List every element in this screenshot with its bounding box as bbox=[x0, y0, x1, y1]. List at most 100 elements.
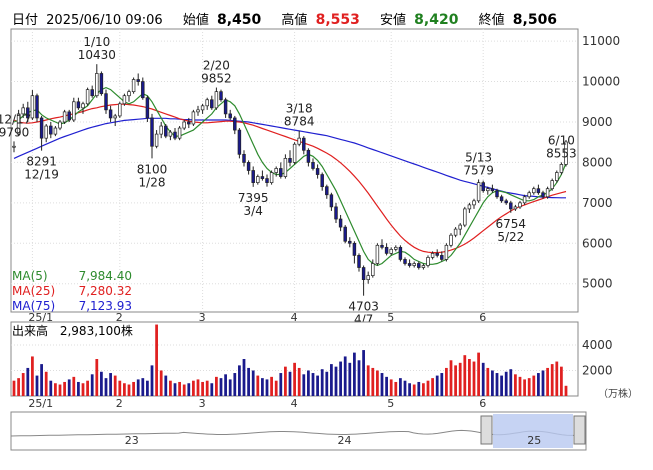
open-value: 8,450 bbox=[216, 12, 262, 28]
candle-body bbox=[338, 218, 343, 228]
candle-body bbox=[490, 188, 495, 192]
volume-bar bbox=[422, 383, 425, 396]
volume-bar bbox=[560, 366, 563, 396]
volume-bar bbox=[426, 380, 430, 396]
volume-bar bbox=[417, 381, 421, 396]
candle bbox=[62, 109, 67, 125]
high-annotation-value: 8553 bbox=[546, 146, 577, 160]
volume-bar bbox=[104, 378, 108, 396]
volume-bar bbox=[486, 367, 490, 396]
candle-body bbox=[297, 137, 301, 145]
candle bbox=[329, 192, 334, 211]
volume-bar bbox=[403, 380, 407, 396]
candle-body bbox=[453, 228, 458, 236]
volume-bar bbox=[35, 375, 39, 396]
candle bbox=[467, 202, 472, 213]
candle bbox=[164, 124, 168, 139]
candle-body bbox=[306, 149, 311, 163]
volume-bar bbox=[284, 366, 287, 396]
candle-body bbox=[348, 240, 352, 244]
candle bbox=[214, 87, 219, 110]
volume-bar bbox=[136, 379, 140, 396]
candle bbox=[141, 77, 145, 100]
volume-bar bbox=[49, 380, 53, 396]
candle bbox=[302, 136, 306, 155]
candle bbox=[472, 198, 476, 209]
candle-body bbox=[62, 111, 67, 123]
volume-bar bbox=[366, 365, 370, 396]
high-annotation-value: 10430 bbox=[78, 48, 116, 62]
candle bbox=[168, 130, 173, 141]
volume-bar bbox=[454, 365, 457, 396]
candle bbox=[210, 95, 214, 110]
candle bbox=[444, 243, 449, 262]
navigator-left-handle[interactable] bbox=[480, 415, 493, 445]
candle bbox=[104, 89, 108, 114]
x-tick-label: 2 bbox=[116, 311, 123, 324]
candle bbox=[53, 126, 58, 137]
candle-body bbox=[177, 127, 182, 139]
volume-bar bbox=[440, 373, 444, 396]
volume-bar bbox=[210, 383, 214, 396]
volume-bar bbox=[445, 367, 448, 396]
candle bbox=[509, 200, 513, 213]
candle bbox=[108, 105, 113, 122]
candle bbox=[85, 87, 90, 106]
candle bbox=[95, 64, 99, 98]
candle-body bbox=[371, 263, 375, 276]
price-tick-label: 9000 bbox=[582, 115, 613, 129]
volume-bar bbox=[238, 365, 241, 396]
candle bbox=[490, 184, 495, 193]
candle bbox=[35, 93, 39, 122]
candle-body bbox=[472, 200, 476, 206]
volume-bar bbox=[40, 364, 43, 396]
volume-bar bbox=[224, 374, 227, 396]
candle-body bbox=[260, 176, 265, 179]
volume-bar bbox=[541, 370, 545, 396]
volume-bar bbox=[564, 385, 568, 396]
candle-body bbox=[223, 99, 228, 115]
volume-bar bbox=[233, 373, 237, 396]
candle-body bbox=[334, 206, 338, 220]
volume-bar bbox=[187, 383, 191, 396]
volume-bar bbox=[495, 373, 499, 396]
volume-bar bbox=[215, 376, 218, 396]
navigator-right-handle[interactable] bbox=[573, 415, 586, 445]
candle-body bbox=[315, 168, 320, 175]
candle bbox=[412, 261, 416, 268]
candle-body bbox=[214, 91, 219, 109]
candle bbox=[21, 103, 25, 118]
candle-body bbox=[283, 158, 288, 177]
candle-body bbox=[145, 97, 150, 119]
candle-body bbox=[141, 81, 145, 99]
volume-bar bbox=[297, 367, 301, 396]
candle-body bbox=[279, 168, 283, 177]
volume-bar bbox=[201, 381, 204, 396]
candle bbox=[495, 188, 499, 199]
volume-bar bbox=[302, 374, 306, 396]
candle-body bbox=[168, 131, 173, 137]
candle bbox=[541, 190, 545, 199]
candle bbox=[449, 233, 453, 248]
candle bbox=[269, 170, 274, 185]
candle-body bbox=[196, 109, 200, 113]
candle bbox=[288, 150, 292, 167]
volume-bar bbox=[537, 373, 540, 396]
volume-bar bbox=[72, 376, 76, 396]
candle bbox=[522, 194, 527, 205]
candle bbox=[196, 105, 200, 116]
candle bbox=[30, 90, 35, 120]
candle-body bbox=[164, 125, 168, 137]
high-annotation-date: 1/10 bbox=[83, 35, 110, 49]
candle-body bbox=[159, 125, 163, 135]
candle bbox=[12, 141, 16, 153]
navigator-selection bbox=[493, 414, 573, 448]
candle bbox=[453, 227, 458, 238]
candle-body bbox=[320, 174, 324, 188]
volume-legend: 出来高 2,983,100株 bbox=[12, 324, 133, 339]
volume-bar bbox=[182, 384, 186, 396]
high-annotation-date: 12/17 bbox=[0, 112, 31, 126]
high-annotation-value: 8784 bbox=[284, 115, 315, 129]
candle-body bbox=[246, 162, 251, 171]
candle bbox=[555, 170, 559, 183]
